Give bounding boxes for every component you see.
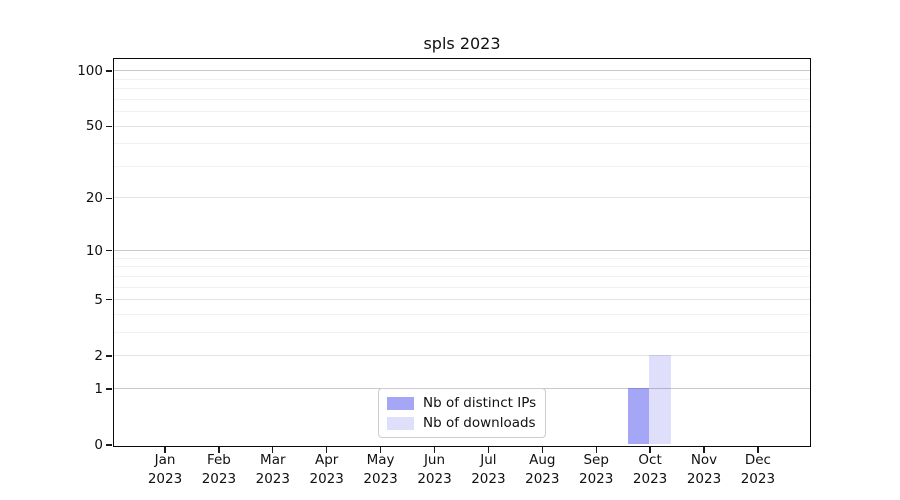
gridline-minor: [114, 165, 810, 167]
x-tick-mark: [218, 447, 220, 453]
x-tick-mark: [433, 447, 436, 453]
x-tick-label: Sep 2023: [579, 452, 614, 487]
x-tick-label: Jul 2023: [471, 452, 506, 487]
x-tick-mark: [379, 447, 382, 453]
x-tick-label: Jun 2023: [417, 452, 452, 487]
x-tick-label: Mar 2023: [255, 452, 290, 487]
legend: Nb of distinct IPs Nb of downloads: [378, 388, 547, 438]
y-tick-mark: [106, 70, 112, 72]
legend-label-downloads: Nb of downloads: [423, 415, 536, 431]
x-tick-label: Feb 2023: [201, 452, 237, 487]
y-tick-mark: [106, 355, 112, 357]
y-tick-mark: [106, 125, 112, 128]
x-tick-label: Aug 2023: [525, 452, 560, 487]
y-tick-label: 1: [94, 380, 103, 397]
gridline: [114, 70, 810, 72]
gridline-minor: [114, 313, 810, 315]
gridline: [114, 197, 810, 199]
y-tick-label: 2: [94, 347, 103, 364]
bar-distinct-ips: [627, 388, 650, 445]
x-tick-mark: [757, 447, 759, 453]
y-tick-mark: [106, 444, 112, 446]
legend-swatch-distinct-ips-icon: [387, 396, 414, 410]
gridline-minor: [114, 111, 810, 113]
bar-downloads: [649, 355, 671, 445]
plot-area: [113, 58, 811, 447]
x-tick-mark: [326, 447, 328, 453]
gridline: [114, 125, 810, 127]
y-tick-label: 5: [94, 291, 103, 308]
x-tick-mark: [649, 447, 651, 453]
x-tick-label: Apr 2023: [309, 452, 344, 487]
legend-item-distinct-ips: Nb of distinct IPs: [387, 395, 536, 411]
gridline-minor: [114, 331, 810, 333]
chart-title: spls 2023: [423, 34, 501, 53]
x-tick-label: Oct 2023: [632, 452, 668, 487]
gridline-minor: [114, 257, 810, 259]
y-tick-mark: [106, 299, 112, 301]
legend-item-downloads: Nb of downloads: [387, 415, 536, 431]
x-tick-label: Jan 2023: [147, 452, 183, 487]
gridline-minor: [114, 266, 810, 268]
y-tick-label: 20: [85, 190, 103, 207]
x-tick-mark: [487, 447, 490, 453]
y-tick-label: 50: [85, 118, 103, 135]
gridline: [114, 355, 810, 357]
x-tick-mark: [272, 447, 274, 453]
x-tick-mark: [595, 447, 597, 453]
gridline-minor: [114, 275, 810, 277]
x-tick-mark: [164, 447, 166, 453]
y-tick-label: 100: [77, 62, 103, 79]
gridline-minor: [114, 98, 810, 100]
x-tick-label: Nov 2023: [686, 452, 722, 487]
y-tick-mark: [106, 197, 112, 199]
x-tick-mark: [541, 447, 543, 453]
x-tick-mark: [703, 447, 705, 453]
gridline-minor: [114, 286, 810, 288]
x-tick-label: Dec 2023: [740, 452, 776, 487]
legend-swatch-downloads-icon: [387, 416, 414, 430]
gridline-minor: [114, 78, 810, 80]
y-tick-mark: [106, 388, 112, 390]
gridline-minor: [114, 88, 810, 90]
x-tick-label: May 2023: [363, 452, 398, 487]
y-tick-label: 0: [94, 437, 103, 453]
gridline: [114, 249, 810, 251]
gridline: [114, 298, 810, 300]
y-tick-label: 10: [85, 242, 103, 259]
y-tick-mark: [106, 249, 112, 252]
legend-label-distinct-ips: Nb of distinct IPs: [423, 395, 537, 411]
gridline-minor: [114, 143, 810, 145]
